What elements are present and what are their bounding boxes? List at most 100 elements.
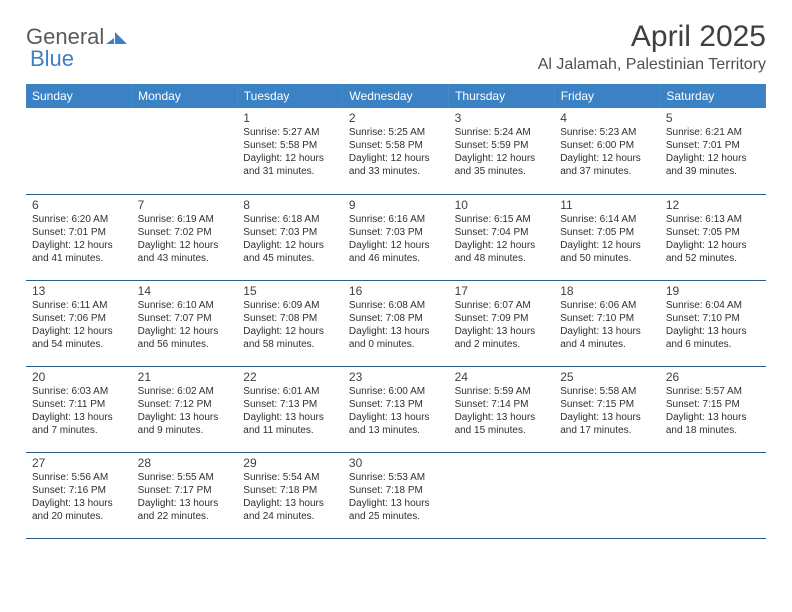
- day-number: 14: [138, 284, 232, 298]
- calendar-row: 1Sunrise: 5:27 AMSunset: 5:58 PMDaylight…: [26, 108, 766, 194]
- day-d2: and 15 minutes.: [455, 424, 549, 437]
- day-details: Sunrise: 6:14 AMSunset: 7:05 PMDaylight:…: [560, 213, 654, 265]
- day-number: 6: [32, 198, 126, 212]
- day-d1: Daylight: 13 hours: [243, 497, 337, 510]
- day-d2: and 17 minutes.: [560, 424, 654, 437]
- day-ss: Sunset: 7:14 PM: [455, 398, 549, 411]
- day-d2: and 37 minutes.: [560, 165, 654, 178]
- day-d2: and 50 minutes.: [560, 252, 654, 265]
- day-sr: Sunrise: 6:21 AM: [666, 126, 760, 139]
- day-ss: Sunset: 7:05 PM: [666, 226, 760, 239]
- day-ss: Sunset: 7:03 PM: [349, 226, 443, 239]
- day-number: 22: [243, 370, 337, 384]
- day-cell: 2Sunrise: 5:25 AMSunset: 5:58 PMDaylight…: [343, 108, 449, 194]
- day-cell: 23Sunrise: 6:00 AMSunset: 7:13 PMDayligh…: [343, 366, 449, 452]
- day-d1: Daylight: 12 hours: [560, 239, 654, 252]
- day-number: 21: [138, 370, 232, 384]
- day-details: Sunrise: 6:15 AMSunset: 7:04 PMDaylight:…: [455, 213, 549, 265]
- day-cell: 28Sunrise: 5:55 AMSunset: 7:17 PMDayligh…: [132, 452, 238, 538]
- day-d1: Daylight: 12 hours: [349, 152, 443, 165]
- location-subtitle: Al Jalamah, Palestinian Territory: [538, 56, 766, 74]
- dow-thu: Thursday: [449, 84, 555, 108]
- day-sr: Sunrise: 6:06 AM: [560, 299, 654, 312]
- day-number: 11: [560, 198, 654, 212]
- day-number: 1: [243, 111, 337, 125]
- day-ss: Sunset: 7:09 PM: [455, 312, 549, 325]
- day-d2: and 18 minutes.: [666, 424, 760, 437]
- day-d2: and 45 minutes.: [243, 252, 337, 265]
- day-cell: 6Sunrise: 6:20 AMSunset: 7:01 PMDaylight…: [26, 194, 132, 280]
- day-d2: and 43 minutes.: [138, 252, 232, 265]
- day-d1: Daylight: 12 hours: [243, 152, 337, 165]
- day-sr: Sunrise: 6:16 AM: [349, 213, 443, 226]
- day-sr: Sunrise: 5:25 AM: [349, 126, 443, 139]
- day-details: Sunrise: 5:54 AMSunset: 7:18 PMDaylight:…: [243, 471, 337, 523]
- day-d1: Daylight: 12 hours: [138, 325, 232, 338]
- day-sr: Sunrise: 6:10 AM: [138, 299, 232, 312]
- day-cell: 7Sunrise: 6:19 AMSunset: 7:02 PMDaylight…: [132, 194, 238, 280]
- day-d1: Daylight: 12 hours: [666, 239, 760, 252]
- day-d1: Daylight: 13 hours: [666, 411, 760, 424]
- day-ss: Sunset: 6:00 PM: [560, 139, 654, 152]
- day-number: 13: [32, 284, 126, 298]
- day-details: Sunrise: 6:07 AMSunset: 7:09 PMDaylight:…: [455, 299, 549, 351]
- day-ss: Sunset: 7:12 PM: [138, 398, 232, 411]
- day-ss: Sunset: 7:10 PM: [666, 312, 760, 325]
- day-d1: Daylight: 13 hours: [32, 497, 126, 510]
- day-ss: Sunset: 5:58 PM: [243, 139, 337, 152]
- day-ss: Sunset: 7:18 PM: [349, 484, 443, 497]
- calendar-row: 20Sunrise: 6:03 AMSunset: 7:11 PMDayligh…: [26, 366, 766, 452]
- day-details: Sunrise: 6:10 AMSunset: 7:07 PMDaylight:…: [138, 299, 232, 351]
- day-d1: Daylight: 13 hours: [349, 325, 443, 338]
- day-number: 27: [32, 456, 126, 470]
- day-cell: 14Sunrise: 6:10 AMSunset: 7:07 PMDayligh…: [132, 280, 238, 366]
- day-ss: Sunset: 7:05 PM: [560, 226, 654, 239]
- day-number: 3: [455, 111, 549, 125]
- day-d2: and 33 minutes.: [349, 165, 443, 178]
- day-number: 23: [349, 370, 443, 384]
- dow-fri: Friday: [554, 84, 660, 108]
- day-sr: Sunrise: 5:58 AM: [560, 385, 654, 398]
- dow-row: Sunday Monday Tuesday Wednesday Thursday…: [26, 84, 766, 108]
- day-cell: 24Sunrise: 5:59 AMSunset: 7:14 PMDayligh…: [449, 366, 555, 452]
- day-sr: Sunrise: 6:13 AM: [666, 213, 760, 226]
- day-d2: and 56 minutes.: [138, 338, 232, 351]
- day-d1: Daylight: 13 hours: [560, 411, 654, 424]
- day-cell: 22Sunrise: 6:01 AMSunset: 7:13 PMDayligh…: [237, 366, 343, 452]
- day-sr: Sunrise: 5:27 AM: [243, 126, 337, 139]
- empty-cell: [449, 452, 555, 538]
- day-details: Sunrise: 6:01 AMSunset: 7:13 PMDaylight:…: [243, 385, 337, 437]
- day-cell: 21Sunrise: 6:02 AMSunset: 7:12 PMDayligh…: [132, 366, 238, 452]
- day-cell: 30Sunrise: 5:53 AMSunset: 7:18 PMDayligh…: [343, 452, 449, 538]
- day-details: Sunrise: 6:16 AMSunset: 7:03 PMDaylight:…: [349, 213, 443, 265]
- day-d2: and 25 minutes.: [349, 510, 443, 523]
- day-details: Sunrise: 5:24 AMSunset: 5:59 PMDaylight:…: [455, 126, 549, 178]
- day-ss: Sunset: 7:07 PM: [138, 312, 232, 325]
- day-ss: Sunset: 7:15 PM: [560, 398, 654, 411]
- day-cell: 12Sunrise: 6:13 AMSunset: 7:05 PMDayligh…: [660, 194, 766, 280]
- day-sr: Sunrise: 5:59 AM: [455, 385, 549, 398]
- day-sr: Sunrise: 6:09 AM: [243, 299, 337, 312]
- day-number: 7: [138, 198, 232, 212]
- day-ss: Sunset: 7:17 PM: [138, 484, 232, 497]
- logo-icon: [106, 28, 128, 46]
- day-d2: and 6 minutes.: [666, 338, 760, 351]
- day-ss: Sunset: 7:13 PM: [243, 398, 337, 411]
- day-number: 19: [666, 284, 760, 298]
- day-details: Sunrise: 6:08 AMSunset: 7:08 PMDaylight:…: [349, 299, 443, 351]
- header: General April 2025 Al Jalamah, Palestini…: [26, 20, 766, 74]
- day-details: Sunrise: 6:21 AMSunset: 7:01 PMDaylight:…: [666, 126, 760, 178]
- day-ss: Sunset: 7:04 PM: [455, 226, 549, 239]
- day-number: 29: [243, 456, 337, 470]
- day-d1: Daylight: 13 hours: [666, 325, 760, 338]
- day-d1: Daylight: 13 hours: [32, 411, 126, 424]
- day-d2: and 41 minutes.: [32, 252, 126, 265]
- day-ss: Sunset: 7:03 PM: [243, 226, 337, 239]
- day-cell: 15Sunrise: 6:09 AMSunset: 7:08 PMDayligh…: [237, 280, 343, 366]
- day-d1: Daylight: 12 hours: [560, 152, 654, 165]
- day-d2: and 24 minutes.: [243, 510, 337, 523]
- day-cell: 4Sunrise: 5:23 AMSunset: 6:00 PMDaylight…: [554, 108, 660, 194]
- day-details: Sunrise: 5:56 AMSunset: 7:16 PMDaylight:…: [32, 471, 126, 523]
- day-d1: Daylight: 12 hours: [32, 239, 126, 252]
- empty-cell: [660, 452, 766, 538]
